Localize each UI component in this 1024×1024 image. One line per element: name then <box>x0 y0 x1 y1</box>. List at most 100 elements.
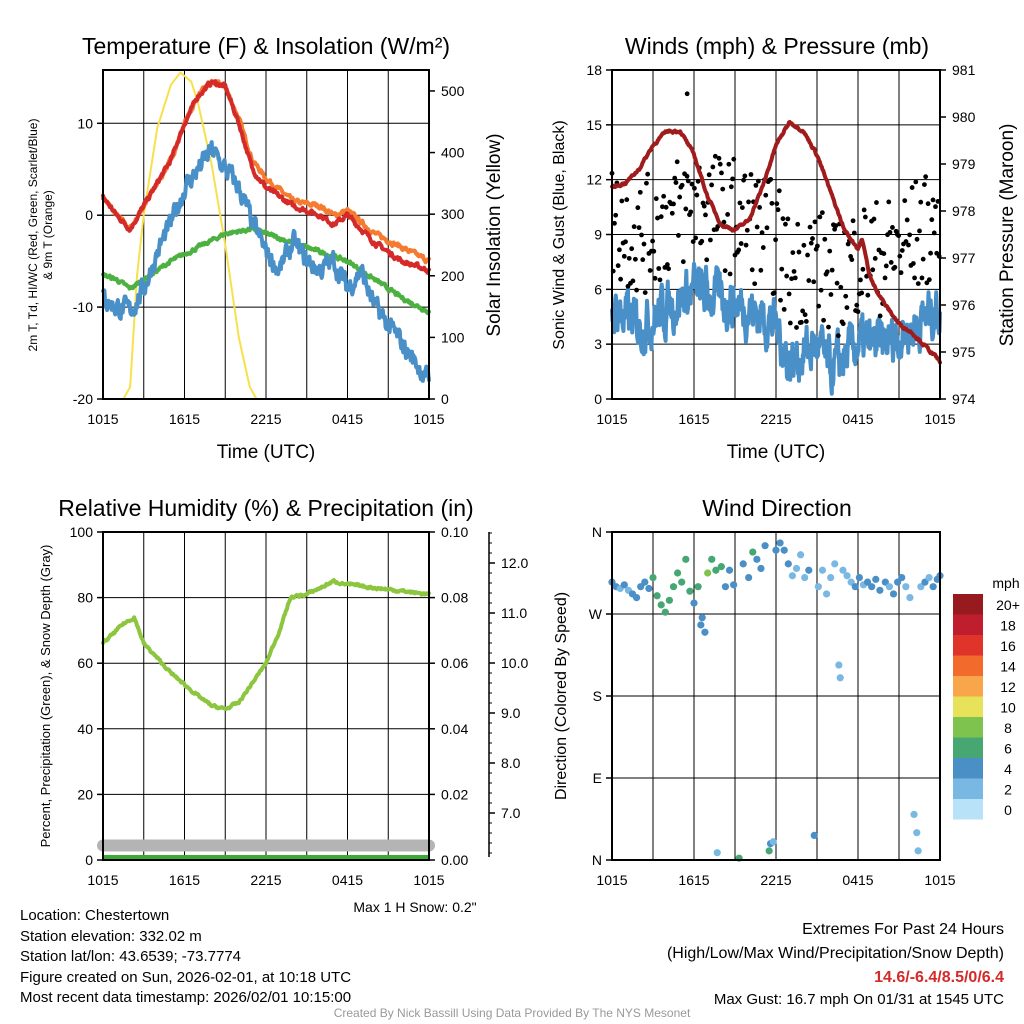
plot-border <box>102 69 430 400</box>
y-tick-label: -20 <box>73 391 93 407</box>
series-solar-insolation <box>102 71 430 400</box>
gust-point <box>904 217 910 223</box>
gust-point <box>827 248 833 254</box>
colorbar-title: mph <box>992 575 1019 591</box>
gust-point <box>838 284 844 290</box>
gust-point <box>632 256 638 262</box>
gust-point <box>790 250 796 255</box>
y2-tick-label: 975 <box>952 344 976 360</box>
direction-point <box>839 566 847 574</box>
gust-point <box>833 223 839 229</box>
gust-point <box>717 161 723 167</box>
series-dewpoint <box>101 224 431 316</box>
gust-point <box>816 303 822 309</box>
x-tick-label: 0415 <box>842 872 873 888</box>
colorbar-label: 10 <box>1000 700 1016 716</box>
y-tick-label: 0 <box>85 207 93 223</box>
y2-tick-label: 0.08 <box>441 590 468 606</box>
max-gust-text: Max Gust: 16.7 mph On 01/31 at 1545 UTC <box>713 991 1004 1008</box>
temperature-chart: 1015 1615 2215 0415 1015 Temperature (F) & In… <box>26 33 505 463</box>
x-tick-label: 1015 <box>87 872 118 888</box>
gust-point <box>710 164 716 170</box>
series-2m-t <box>101 79 431 275</box>
gust-point <box>760 245 766 250</box>
y2-tick-label: 7.0 <box>501 805 521 821</box>
y2-tick-label: 979 <box>952 156 976 172</box>
gust-point <box>815 243 820 249</box>
gust-point <box>639 232 644 238</box>
gust-point <box>635 205 641 211</box>
gust-point <box>835 333 841 339</box>
gust-point <box>871 216 877 222</box>
y-tick-label: 0 <box>594 391 602 407</box>
x-tick-label: 1015 <box>924 872 955 888</box>
gust-point <box>919 275 925 281</box>
gust-point <box>695 178 701 184</box>
direction-point <box>717 563 725 571</box>
direction-point <box>810 831 818 840</box>
gust-point <box>888 259 894 265</box>
gust-point <box>920 256 926 262</box>
gust-point <box>693 235 699 241</box>
colorbar-swatch <box>953 778 983 799</box>
gust-point <box>629 246 635 252</box>
elevation-text: Station elevation: 332.02 m <box>20 927 202 945</box>
direction-point <box>712 566 720 574</box>
gust-point <box>872 256 878 261</box>
y-tick-label: 9 <box>594 227 602 243</box>
gust-point <box>618 276 624 282</box>
direction-point <box>836 674 844 682</box>
x-tick-label: 2215 <box>250 872 281 888</box>
speed-colorbar: mph 20+ 18 16 14 12 10 8 6 4 2 0 <box>953 575 1020 820</box>
gust-point <box>928 250 933 256</box>
gust-point <box>789 276 794 282</box>
direction-point <box>708 555 716 563</box>
x-axis-label: Time (UTC) <box>727 442 826 463</box>
y2-tick-label: 978 <box>952 203 976 219</box>
gust-point <box>781 306 787 312</box>
gust-point <box>899 248 905 253</box>
direction-point <box>645 584 653 593</box>
y2-tick-label: 500 <box>441 83 465 99</box>
gust-point <box>731 156 737 162</box>
gust-point <box>708 237 713 243</box>
gust-point <box>785 216 791 222</box>
gust-point <box>779 266 785 272</box>
gust-point <box>644 180 649 186</box>
colorbar-swatch <box>953 799 983 820</box>
gust-point <box>749 267 755 273</box>
gust-point <box>810 236 815 241</box>
y2-tick-label: 980 <box>952 109 976 125</box>
gust-point <box>716 155 722 161</box>
gust-point <box>783 221 788 227</box>
gust-point <box>917 228 922 234</box>
gust-point <box>806 278 812 283</box>
direction-point <box>929 583 937 591</box>
x-tick-label: 1015 <box>924 411 955 427</box>
wind-direction-chart: 1015 1615 2215 0415 1015 Wind Direction N E S W N D… <box>553 495 1020 888</box>
gust-point <box>826 324 831 330</box>
gust-point <box>709 182 715 188</box>
gust-point <box>769 200 775 206</box>
y-axis-label: Sonic Wind & Gust (Blue, Black) <box>551 120 568 349</box>
y2-tick-label: 400 <box>441 145 465 161</box>
colorbar-label: 12 <box>1000 679 1016 695</box>
gust-point <box>898 270 904 276</box>
direction-point <box>784 560 792 568</box>
y-tick-label: S <box>593 688 602 704</box>
y2-axis-label: Station Pressure (Maroon) <box>997 124 1018 347</box>
extremes-values: 14.6/-6.4/8.5/0/6.4 <box>874 969 1004 986</box>
direction-point <box>665 596 674 604</box>
winds-chart: 1015 1615 2215 0415 1015 Winds (mph) & Pressu… <box>551 33 1018 463</box>
y-axis-label: & 9m T (Orange) <box>41 190 55 280</box>
y2-tick-label: 100 <box>441 329 465 345</box>
y-axis-label: Percent, Precipitation (Green), & Snow D… <box>38 545 53 848</box>
colorbar-swatch <box>953 758 983 779</box>
gust-point <box>672 175 678 181</box>
direction-point <box>827 573 835 582</box>
gust-point <box>680 259 686 265</box>
gust-point <box>656 266 662 271</box>
y2-axis-label: Solar Insolation (Yellow) <box>484 133 505 336</box>
gust-point <box>819 210 825 216</box>
direction-point <box>701 628 709 636</box>
